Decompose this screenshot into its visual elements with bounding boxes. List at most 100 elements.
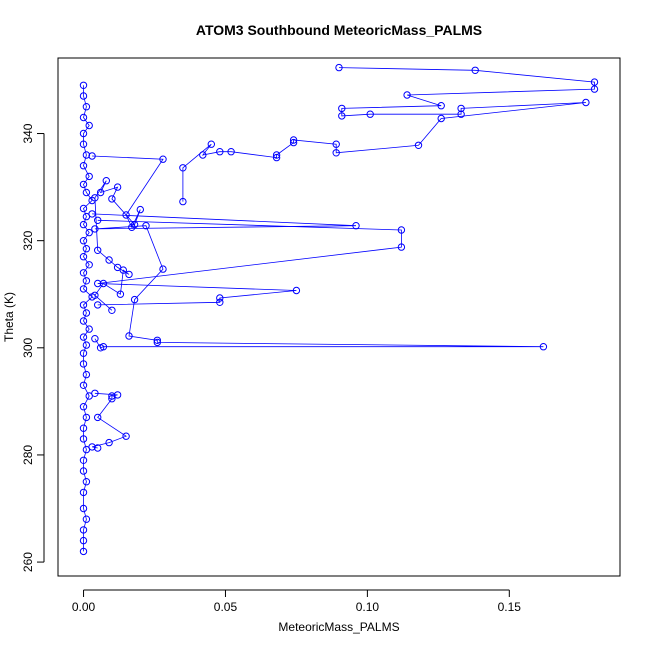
data-point [437,102,445,110]
data-point [79,349,88,357]
data-point [79,81,88,90]
data-point [216,148,224,156]
data-point [102,177,111,185]
data-point [403,91,411,99]
data-point [82,103,91,111]
data-point [82,151,91,159]
data-point [332,149,340,157]
data-point [397,243,406,251]
data-point [79,237,88,245]
data-point [79,456,88,464]
x-axis-label: MeteoricMass_PALMS [278,620,399,634]
data-point [457,110,465,118]
y-tick-label: 280 [21,445,35,465]
data-point [79,381,88,389]
data-series [88,152,167,314]
data-point [94,444,102,452]
data-series [94,216,406,309]
y-tick-label: 340 [21,123,35,143]
y-tick-label: 260 [21,552,35,572]
data-point [85,228,93,237]
data-point [108,395,116,403]
chart-title: ATOM3 Southbound MeteoricMass_PALMS [196,22,482,38]
data-point [96,188,105,197]
data-point [85,261,93,269]
data-series [88,210,548,352]
data-point [590,78,599,86]
data-point [79,526,88,534]
data-point [79,140,88,148]
data-point [79,301,88,309]
data-point [79,113,88,122]
data-series [79,81,96,556]
data-point [414,141,423,150]
data-point [289,136,298,144]
data-point [397,226,406,234]
y-tick-label: 320 [21,230,35,250]
data-point [79,285,88,293]
data-point [113,391,122,399]
data-point [590,85,599,93]
series-line [182,67,595,202]
data-series [179,63,599,206]
data-point [335,63,343,72]
series-line [97,219,402,306]
data-point [79,424,88,432]
data-point [338,112,346,120]
data-point [85,172,93,181]
x-tick-label: 0.00 [72,600,96,614]
data-point [79,129,88,138]
data-point [79,488,88,497]
data-point [79,467,88,475]
data-point [352,222,360,230]
data-point [108,195,116,203]
series-line [92,213,544,349]
y-axis-label: Theta (K) [2,292,16,342]
data-point [108,392,116,400]
series-line [92,392,127,449]
data-point [119,266,128,274]
data-point [457,104,465,113]
data-point [153,338,162,347]
y-tick-label: 300 [21,337,35,357]
data-point [207,140,216,148]
data-point [216,298,224,306]
series-layer [79,63,599,556]
data-point [79,204,88,213]
data-point [142,222,150,230]
x-tick-label: 0.15 [498,600,522,614]
data-point [82,309,91,317]
data-point [179,197,187,206]
data-point [88,210,96,218]
data-point [94,246,102,255]
data-point [437,114,445,123]
data-point [94,413,102,422]
data-point [79,360,88,368]
data-point [82,341,91,349]
data-point [136,205,145,214]
data-point [125,332,133,340]
data-point [105,256,113,264]
data-point [91,389,99,397]
data-point [91,194,99,202]
data-point [199,151,207,159]
data-series [88,389,130,452]
data-point [79,162,88,170]
plot-frame [57,57,621,577]
data-point [82,188,91,197]
data-point [96,344,105,352]
data-point [216,294,224,302]
data-point [91,291,99,299]
data-point [79,536,88,545]
y-axis: 260 280 300 320 340 [21,123,45,572]
data-point [108,306,116,314]
data-point [79,333,88,341]
data-point [82,245,91,253]
data-point [79,435,88,443]
data-point [94,216,102,225]
data-point [366,110,374,118]
data-point [289,138,298,147]
data-point [122,211,130,219]
data-point [91,335,99,343]
